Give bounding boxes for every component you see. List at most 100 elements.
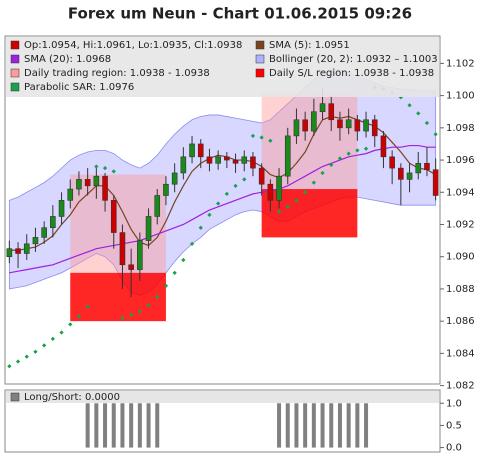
candle-body: [267, 183, 274, 201]
bar: [311, 403, 316, 448]
candle-body: [102, 175, 108, 201]
candle-body: [398, 167, 404, 180]
candle-body: [76, 179, 82, 190]
candle-body: [84, 179, 91, 187]
candle-body: [432, 169, 439, 196]
sar-dot: [146, 302, 151, 308]
bar: [320, 403, 325, 448]
bar: [111, 403, 116, 448]
bar: [120, 403, 125, 448]
region: [261, 92, 358, 190]
sar-dot: [189, 241, 195, 246]
legend-label: Op:1.0954, Hi:1.0961, Lo:1.0935, Cl:1.09…: [24, 40, 242, 51]
candle-body: [302, 119, 308, 132]
bar: [129, 403, 134, 448]
candle-body: [206, 156, 213, 164]
legend-swatch: [255, 68, 265, 78]
sar-dot: [355, 148, 360, 153]
sar-dot: [259, 135, 264, 140]
bar: [303, 403, 308, 448]
candle-body: [163, 183, 169, 196]
candle-body: [311, 111, 317, 132]
legend-box: [6, 391, 439, 403]
y-tick-label: 1.084: [446, 348, 475, 359]
y-tick-label: 1.082: [446, 381, 475, 392]
bar: [294, 403, 299, 448]
legend-label: SMA (20): 1.0968: [24, 54, 111, 65]
y-tick-label: 1.088: [446, 284, 475, 295]
candle-body: [189, 143, 195, 158]
sar-dot: [172, 270, 177, 275]
y-tick-label: 1.0: [446, 398, 462, 409]
legend-swatch: [10, 54, 20, 64]
region: [261, 189, 358, 238]
bar: [329, 403, 334, 448]
bar: [103, 403, 108, 448]
candle-body: [258, 167, 265, 185]
legend-swatch: [255, 54, 265, 64]
region: [70, 272, 166, 322]
sar-dot: [111, 169, 116, 174]
bar: [94, 403, 99, 448]
candle-body: [250, 156, 256, 169]
candle-body: [276, 175, 282, 201]
candle-body: [93, 175, 100, 187]
sar-dot: [250, 133, 256, 139]
legend-label: Bollinger (20, 2): 1.0932 – 1.1003: [269, 54, 438, 65]
sar-dot: [198, 225, 203, 230]
candle-body: [58, 200, 65, 217]
sar-dot: [311, 180, 316, 185]
candle-body: [241, 156, 248, 164]
candle-body: [284, 135, 291, 177]
sar-dot: [181, 257, 186, 263]
sar-dot: [224, 191, 229, 197]
candle-body: [171, 172, 178, 185]
bar: [155, 403, 160, 448]
legend-box: [6, 37, 439, 97]
candle-body: [345, 119, 352, 129]
candle-body: [224, 156, 230, 161]
legend-label: Long/Short: 0.0000: [24, 392, 120, 403]
bar: [285, 403, 290, 448]
candle-body: [137, 240, 143, 270]
legend-swatch: [10, 392, 20, 402]
candle-body: [41, 227, 47, 238]
y-tick-label: 1.086: [446, 316, 475, 327]
y-tick-label: 1.090: [446, 252, 475, 263]
bar: [137, 403, 142, 448]
bar: [337, 403, 342, 448]
sar-dot: [433, 132, 438, 137]
legend-label: Daily S/L region: 1.0938 - 1.0938: [269, 68, 434, 79]
candle-body: [32, 237, 39, 245]
sar-dot: [129, 312, 134, 317]
legend-label: Parabolic SAR: 1.0976: [24, 82, 134, 93]
sar-dot: [155, 294, 160, 300]
candle-body: [50, 216, 56, 229]
legend-label: Daily trading region: 1.0938 - 1.0938: [24, 68, 210, 79]
candle-body: [371, 119, 378, 137]
candle-body: [154, 195, 161, 217]
candle-body: [293, 119, 300, 137]
sar-dot: [268, 138, 273, 143]
y-tick-label: 1.096: [446, 155, 475, 166]
sar-dot: [363, 146, 369, 151]
y-tick-label: 1.102: [446, 58, 475, 69]
sar-dot: [285, 204, 290, 209]
candle-body: [415, 162, 422, 174]
indicator-line: [9, 144, 436, 274]
y-tick-label: 1.100: [446, 91, 475, 102]
sar-dot: [276, 209, 282, 214]
candle-body: [215, 156, 221, 164]
bar: [85, 403, 90, 448]
y-tick-label: 1.092: [446, 220, 475, 231]
candle-body: [337, 119, 343, 129]
sar-dot: [216, 201, 221, 206]
sar-dot: [207, 212, 212, 217]
candle-body: [180, 156, 187, 174]
legend-swatch: [255, 40, 265, 50]
sar-dot: [242, 177, 247, 182]
candle-body: [354, 119, 361, 132]
sar-dot: [303, 190, 308, 195]
sar-dot: [233, 183, 238, 188]
